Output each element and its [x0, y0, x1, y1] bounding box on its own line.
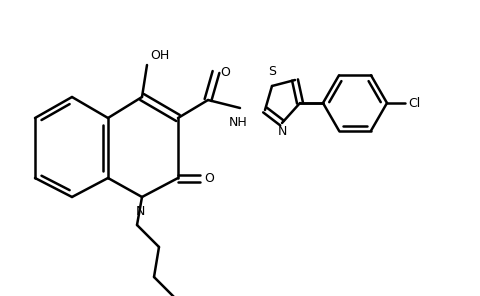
Text: OH: OH — [150, 49, 169, 62]
Text: N: N — [135, 205, 144, 218]
Text: Cl: Cl — [408, 96, 420, 110]
Text: O: O — [204, 171, 214, 184]
Text: S: S — [268, 65, 276, 78]
Text: O: O — [220, 65, 230, 78]
Text: NH: NH — [228, 116, 247, 129]
Text: N: N — [277, 125, 287, 138]
